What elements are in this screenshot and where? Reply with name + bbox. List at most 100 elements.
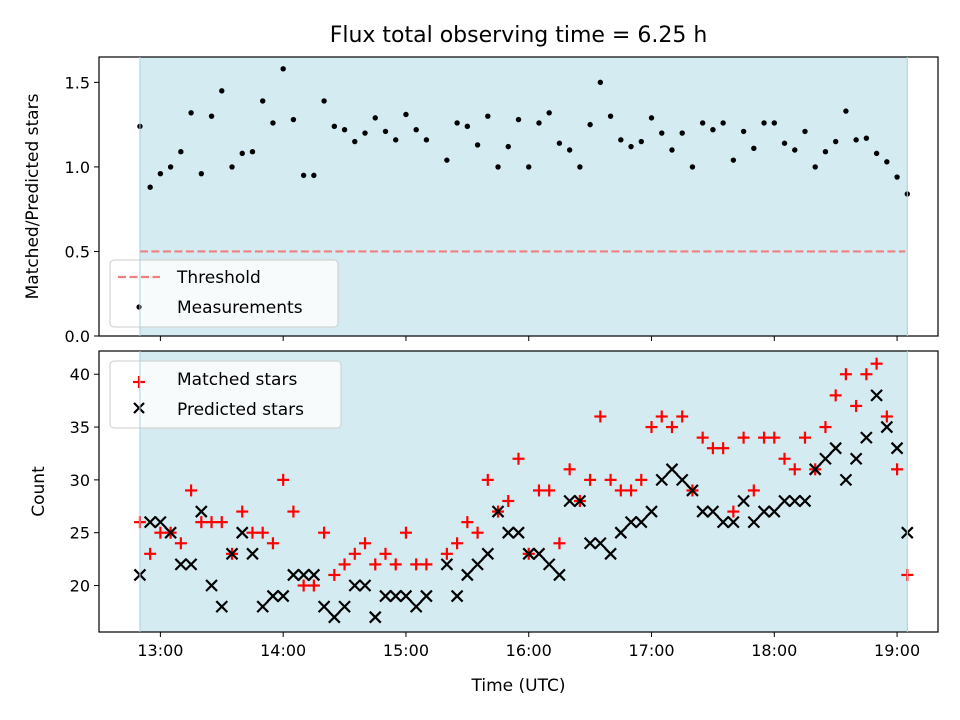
predicted-stars-point <box>420 589 433 603</box>
bottom-y-axis-label: Count <box>29 466 49 517</box>
predicted-stars-point <box>890 441 904 455</box>
predicted-stars-point <box>870 389 883 402</box>
matched-stars-point <box>359 537 372 550</box>
predicted-stars-point <box>829 441 842 455</box>
matched-stars-point <box>839 368 852 381</box>
matched-stars-point <box>328 568 341 581</box>
measurements-point <box>699 120 706 126</box>
predicted-stars-point <box>819 452 832 466</box>
predicted-stars-point <box>655 473 669 487</box>
predicted-stars-point <box>542 558 556 571</box>
bottom-legend: Matched stars Predicted stars <box>109 360 342 429</box>
predicted-stars-point <box>624 515 638 529</box>
legend-threshold-label: Threshold <box>176 268 261 288</box>
matched-stars-point <box>144 547 157 560</box>
legend-matched-marker <box>133 376 145 388</box>
predicted-stars-point <box>747 515 761 529</box>
predicted-stars-point <box>225 547 239 561</box>
predicted-stars-point <box>573 494 587 508</box>
x-tick-label: 17:00 <box>628 641 674 660</box>
bottom-x-ticks: 13:00 14:00 15:00 16:00 17:00 18:00 19:00 <box>137 632 920 660</box>
measurements-point <box>607 113 614 119</box>
measurements-point <box>474 142 481 148</box>
predicted-stars-point <box>195 505 208 518</box>
matched-stars-point <box>318 526 331 539</box>
predicted-stars-point <box>450 589 464 603</box>
measurements-point <box>444 157 450 163</box>
matched-stars-point <box>205 516 218 529</box>
matched-stars-point <box>594 410 607 423</box>
predicted-stars-point <box>727 515 740 529</box>
matched-stars-point <box>655 410 668 423</box>
matched-stars-point <box>696 431 709 444</box>
predicted-stars-point <box>276 589 290 603</box>
measurements-point <box>280 66 286 72</box>
predicted-stars-point <box>512 526 525 539</box>
measurements-point <box>597 79 604 86</box>
matched-stars-point <box>154 526 167 539</box>
measurements-point <box>873 150 880 157</box>
matched-stars-point <box>798 431 811 444</box>
predicted-stars-point <box>686 484 699 497</box>
predicted-stars-point <box>635 515 648 529</box>
matched-stars-point <box>635 473 648 486</box>
matched-stars-point <box>369 558 382 571</box>
top-series <box>137 66 911 253</box>
predicted-stars-point <box>471 558 484 571</box>
bottom-panel: 13:00 14:00 15:00 16:00 17:00 18:00 19:00 20 25… <box>29 350 939 696</box>
matched-stars-point <box>860 368 873 381</box>
predicted-stars-point <box>808 463 822 476</box>
matched-stars-point <box>195 516 208 529</box>
predicted-stars-point <box>604 547 617 561</box>
measurements-point <box>352 138 358 145</box>
predicted-stars-point <box>317 600 331 613</box>
measurements-point <box>208 113 215 119</box>
measurements-point <box>720 120 726 126</box>
matched-stars-point <box>819 421 832 434</box>
matched-stars-point <box>665 421 678 434</box>
measurements-point <box>792 147 798 153</box>
matched-stars-point <box>379 547 392 560</box>
predicted-stars-point <box>461 568 474 582</box>
predicted-stars-point <box>696 505 709 518</box>
measurements-point <box>853 137 859 143</box>
measurements-point <box>832 138 839 145</box>
measurements-point <box>822 148 829 155</box>
measurements-point <box>761 120 767 126</box>
measurements-point <box>454 120 460 126</box>
matched-stars-point <box>543 484 556 497</box>
matched-stars-point <box>389 558 402 571</box>
predicted-stars-point <box>501 526 515 539</box>
measurements-point <box>710 127 716 133</box>
matched-stars-point <box>584 473 597 486</box>
predicted-stars-point <box>594 536 607 550</box>
predicted-stars-point <box>491 505 505 518</box>
matched-stars-point <box>338 558 351 571</box>
legend-measurements-dot <box>136 304 142 310</box>
predicted-stars-point <box>287 568 300 582</box>
measurements-point <box>321 98 327 104</box>
predicted-stars-point <box>297 568 310 582</box>
measurements-point <box>290 116 297 123</box>
measurements-point <box>331 123 338 130</box>
legend-predicted-label: Predicted stars <box>177 400 304 420</box>
predicted-stars-point <box>205 579 218 592</box>
measurements-point <box>884 159 890 165</box>
predicted-stars-point <box>757 505 771 518</box>
measurements-point <box>311 172 317 179</box>
measurements-point <box>659 130 665 136</box>
top-panel: 0.0 0.5 1.0 1.5 Flux total observing time =… <box>23 23 939 346</box>
measurements-point <box>587 121 593 128</box>
x-tick-label: 16:00 <box>506 641 552 660</box>
measurements-point <box>260 98 266 104</box>
matched-stars-point <box>256 526 269 539</box>
chart-title: Flux total observing time = 6.25 h <box>330 23 708 48</box>
top-y-axis-label: Matched/Predicted stars <box>23 93 43 299</box>
measurements-point <box>167 164 174 170</box>
predicted-stars-point <box>379 589 392 603</box>
measurements-point <box>249 148 256 155</box>
predicted-stars-point <box>368 610 382 624</box>
predicted-stars-point <box>164 526 177 539</box>
measurements-point <box>188 110 194 116</box>
